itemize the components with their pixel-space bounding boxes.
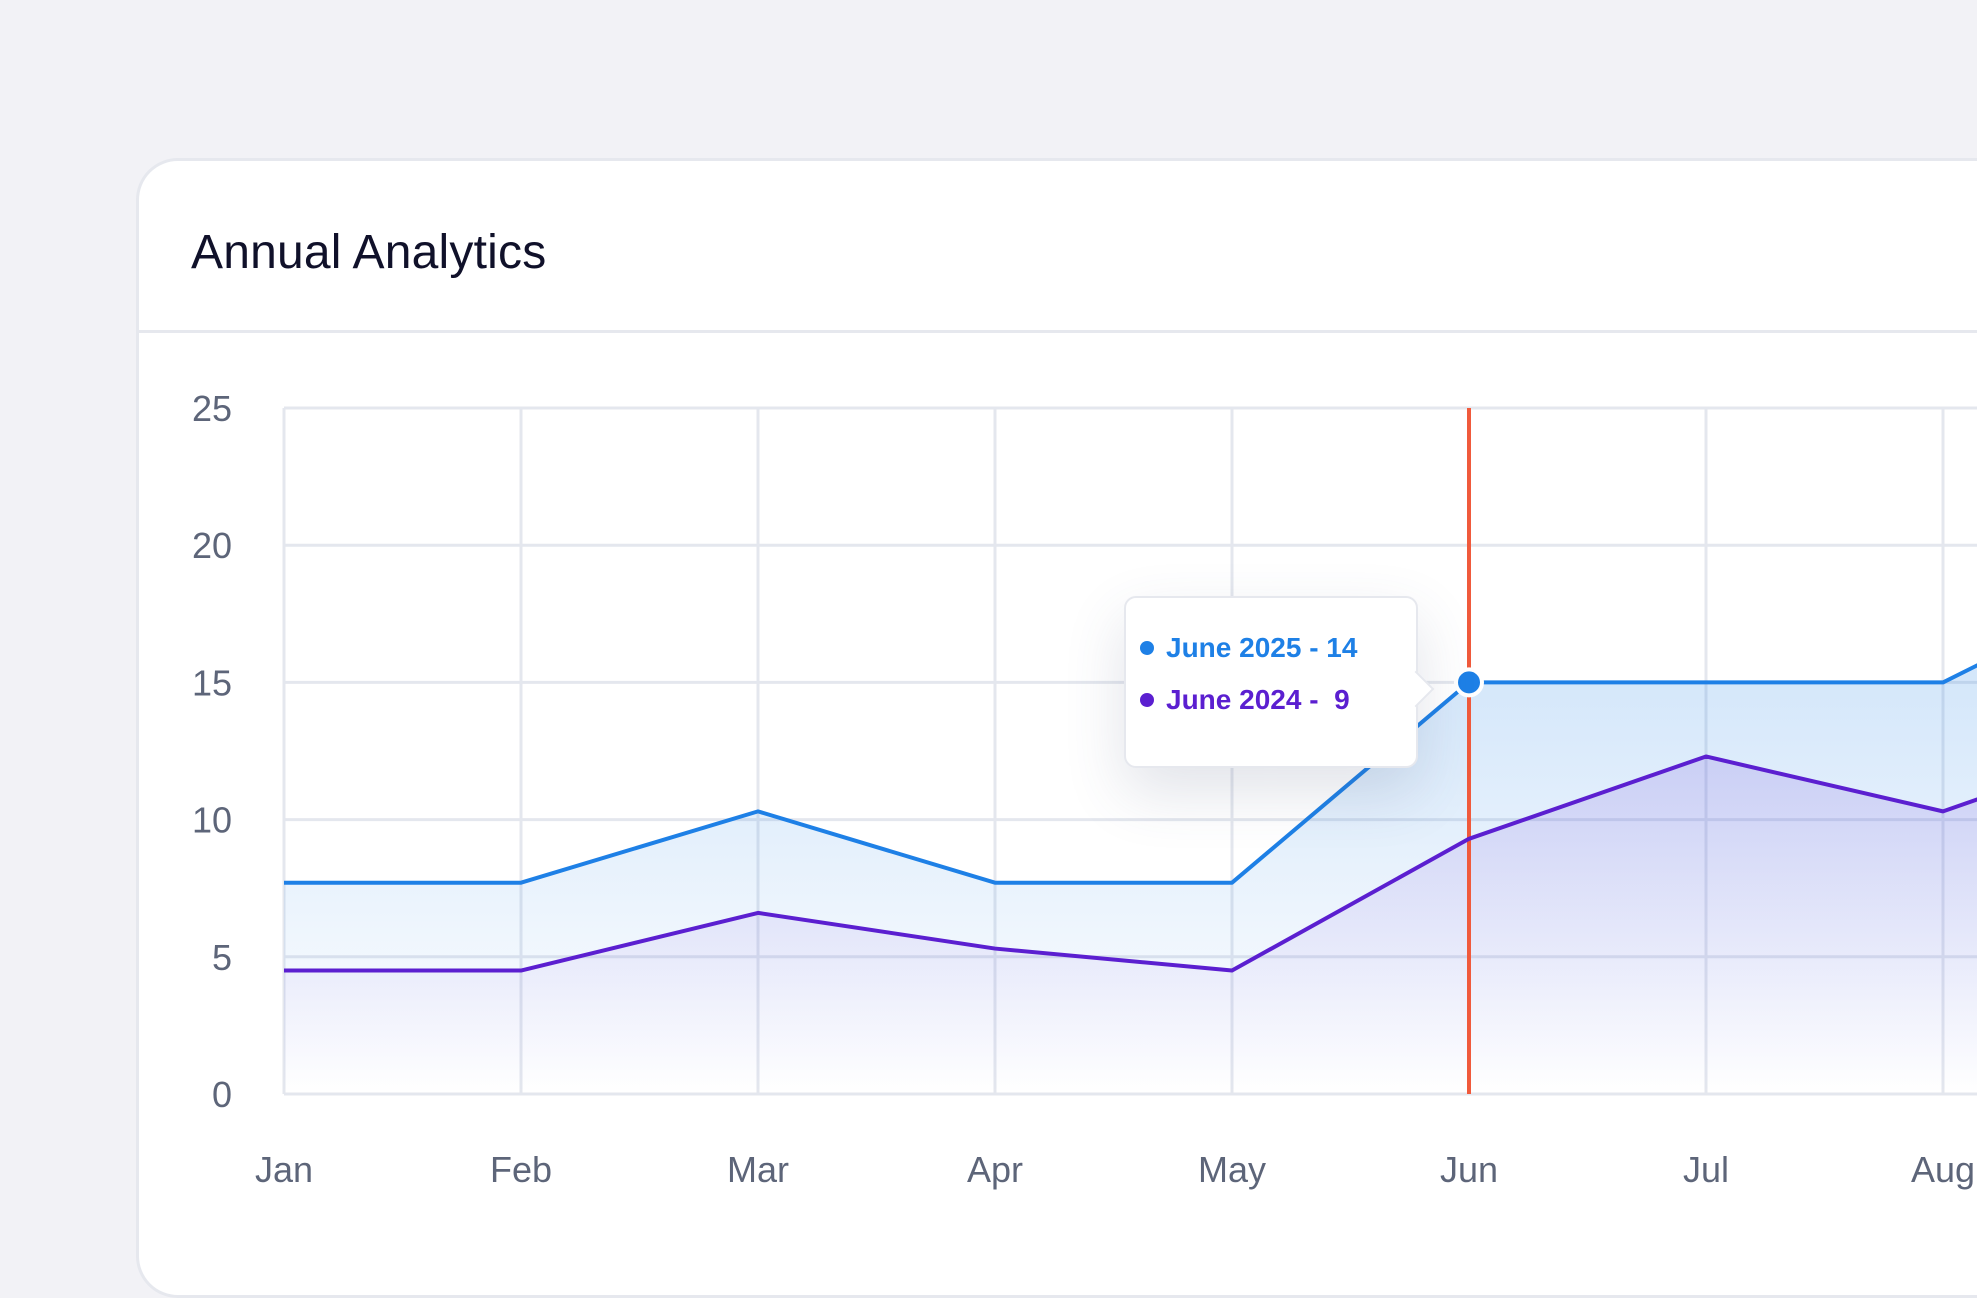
y-tick-label: 20 [192,525,232,566]
series-2025-dot-icon [1140,641,1154,655]
x-tick-label: Jul [1683,1149,1729,1190]
y-tick-label: 10 [192,800,232,841]
tooltip-row-2024-label: June 2024 - 9 [1166,684,1350,715]
series-2024-dot-icon [1140,693,1154,707]
x-tick-label: Jun [1440,1149,1498,1190]
chart-tooltip: June 2025 - 14 June 2024 - 9 [1124,596,1435,768]
tooltip-row-2024: June 2024 - 9 [1140,684,1350,716]
x-tick-label: Aug [1911,1149,1975,1190]
tooltip-row-2025: June 2025 - 14 [1140,632,1357,664]
y-tick-label: 15 [192,662,232,703]
x-tick-label: Jan [255,1149,313,1190]
x-tick-label: Mar [727,1149,789,1190]
x-tick-label: Apr [967,1149,1023,1190]
x-tick-label: Feb [490,1149,552,1190]
series-line-0 [284,653,1977,885]
y-tick-label: 0 [212,1074,232,1115]
x-tick-label: May [1198,1149,1266,1190]
card-header: Annual Analytics [139,161,1977,333]
card-title: Annual Analytics [191,226,547,279]
y-tick-label: 25 [192,388,232,429]
series-line-1 [284,754,1977,973]
line-chart: 0 5 10 15 20 25 Jan Feb Mar Apr May Jun Jul Aug [192,388,1977,1190]
hover-point-marker [1454,667,1484,698]
series-area-1 [284,756,1977,1094]
tooltip-row-2025-label: June 2025 - 14 [1166,632,1358,663]
y-tick-label: 5 [212,937,232,978]
